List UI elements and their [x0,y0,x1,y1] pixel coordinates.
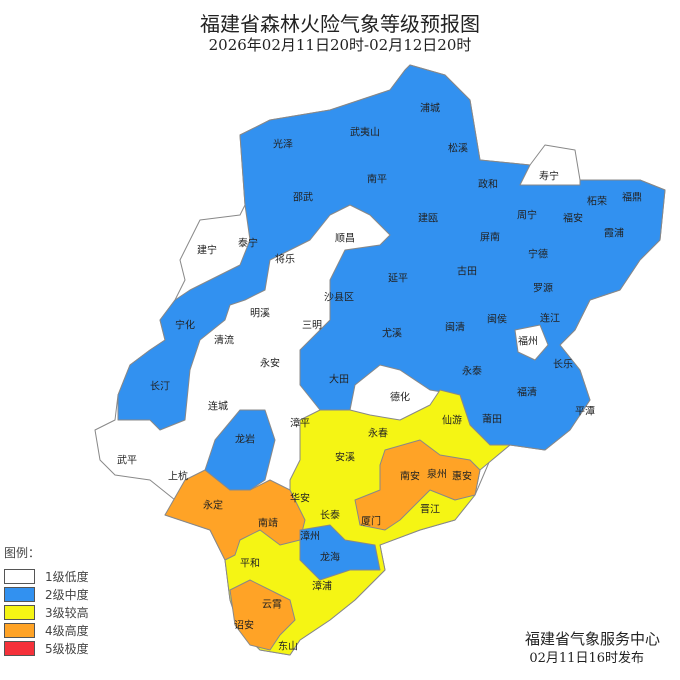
county-label: 泰宁 [238,238,258,250]
county-label: 永泰 [462,366,482,378]
county-label: 建宁 [197,245,217,257]
county-label: 福安 [563,213,583,225]
map-title: 福建省森林火险气象等级预报图 [200,12,480,36]
county-label: 周宁 [517,210,537,222]
county-label: 德化 [390,392,410,404]
county-label: 屏南 [480,232,500,244]
county-label: 南安 [400,471,420,483]
legend-item: 4级高度 [4,621,89,639]
county-label: 莆田 [482,414,502,426]
county-label: 平潭 [575,406,595,418]
county-label: 松溪 [448,143,468,155]
legend-label: 3级较高 [45,605,89,620]
legend-label: 5级极度 [45,641,89,656]
county-label: 闽侯 [487,314,507,326]
county-label: 武夷山 [350,127,380,139]
legend-swatch [4,604,35,620]
county-label: 永安 [260,358,280,370]
county-label: 霞浦 [604,228,624,240]
county-label: 政和 [478,179,498,191]
county-label: 寿宁 [539,171,559,183]
legend-item: 5级极度 [4,639,89,657]
county-label: 东山 [278,641,298,653]
county-label: 晋江 [420,504,440,516]
county-label: 厦门 [361,516,381,528]
issue-time: 02月11日16时发布 [529,651,644,666]
county-label: 漳浦 [312,581,332,593]
legend-label: 2级中度 [45,587,89,602]
county-label: 宁化 [175,320,195,332]
county-label: 漳州 [300,531,320,543]
legend-item: 2级中度 [4,585,89,603]
county-label: 武平 [117,455,137,467]
legend-swatch [4,568,35,584]
county-label: 光泽 [273,139,293,151]
county-label: 罗源 [533,283,553,295]
county-label: 连江 [540,313,560,325]
county-label: 尤溪 [382,328,402,340]
county-label: 延平 [388,273,408,285]
county-label: 福鼎 [622,192,642,204]
county-label: 龙岩 [235,434,255,446]
county-label: 长乐 [553,359,573,371]
county-label: 连城 [208,401,228,413]
county-label: 长泰 [320,510,340,522]
zone-level-2-zhangzhou-longhai [299,524,381,581]
county-label: 邵武 [293,192,313,204]
county-label: 南靖 [258,518,278,530]
zone-fuzhou-city [514,324,549,361]
county-label: 华安 [290,493,310,505]
county-label: 建瓯 [418,213,438,225]
county-label: 将乐 [275,254,295,266]
legend-title: 图例： [4,546,41,560]
county-label: 福州 [518,336,538,348]
county-label: 平和 [240,558,260,570]
county-label: 安溪 [335,452,355,464]
legend-item: 1级低度 [4,567,89,585]
legend-label: 1级低度 [45,569,89,584]
county-label: 诏安 [234,620,254,632]
county-label: 福清 [517,387,537,399]
county-label: 三明 [302,320,322,332]
county-label: 清流 [214,335,234,347]
county-label: 南平 [367,174,387,186]
county-label: 永春 [368,428,388,440]
county-label: 龙海 [320,552,340,564]
county-label: 惠安 [452,471,472,483]
issuer: 福建省气象服务中心 [524,630,660,648]
county-label: 永定 [203,500,223,512]
county-label: 闽清 [445,322,465,334]
county-label: 古田 [457,266,477,278]
county-label: 泉州 [427,469,447,481]
zone-level-4-nanan-huian-xiamen [354,439,481,531]
county-label: 顺昌 [335,233,355,245]
county-label: 明溪 [250,308,270,320]
legend: 图例： 1级低度 2级中度 3级较高 4级高度 5级极度 [4,544,89,657]
county-label: 云霄 [262,599,282,611]
legend-swatch [4,640,35,656]
county-label: 漳平 [290,418,310,430]
map-subtitle: 2026年02月11日20时-02月12日20时 [208,36,472,54]
county-label: 长汀 [150,381,170,393]
zone-level-4-yunxiao-zhaoan [229,579,296,651]
legend-label: 4级高度 [45,623,89,638]
county-label: 宁德 [528,249,548,261]
legend-swatch [4,622,35,638]
legend-swatch [4,586,35,602]
county-label: 浦城 [420,103,440,115]
county-label: 柘荣 [587,196,607,208]
county-label: 沙县区 [324,292,354,304]
county-label: 上杭 [168,471,188,483]
county-label: 大田 [329,374,349,386]
county-label: 仙游 [442,415,462,427]
legend-item: 3级较高 [4,603,89,621]
zone-level-2-longyan [204,409,276,491]
